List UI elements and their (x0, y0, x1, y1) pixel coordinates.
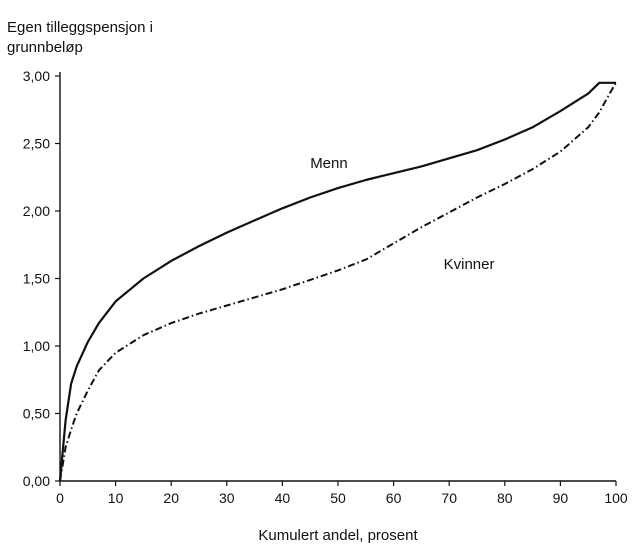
y-tick-label: 2,50 (23, 136, 50, 152)
series-label-menn: Menn (310, 155, 348, 172)
y-axis-title-line-1: Egen tilleggspensjon i (7, 19, 153, 36)
x-axis-title: Kumulert andel, prosent (258, 527, 418, 544)
x-tick-label: 70 (441, 490, 457, 506)
series-line-menn (58, 81, 616, 482)
series-layer (58, 81, 617, 482)
axes: 0,00 0,50 1,00 1,50 2,00 2,50 3,00 0 10 20 30 40 50 6… (23, 68, 628, 506)
x-tick-label: 100 (604, 490, 628, 506)
x-tick-label: 50 (330, 490, 346, 506)
y-tick-label: 2,00 (23, 203, 50, 219)
series-label-kvinner: Kvinner (444, 256, 495, 273)
y-axis-title-line-2: grunnbeløp (7, 39, 83, 56)
series-line-kvinner (59, 82, 617, 482)
x-tick-label: 10 (108, 490, 124, 506)
y-tick-label: 1,00 (23, 338, 50, 354)
y-tick-label: 0,50 (23, 406, 50, 422)
x-tick-label: 30 (219, 490, 235, 506)
annotation-layer: Menn Kvinner (310, 155, 494, 273)
x-tick-label: 80 (497, 490, 513, 506)
x-tick-label: 0 (56, 490, 64, 506)
y-tick-label: 1,50 (23, 271, 50, 287)
y-tick-label: 0,00 (23, 473, 50, 489)
x-tick-label: 60 (386, 490, 402, 506)
x-tick-label: 90 (553, 490, 569, 506)
x-tick-label: 40 (275, 490, 291, 506)
y-tick-label: 3,00 (23, 68, 50, 84)
x-tick-label: 20 (163, 490, 179, 506)
